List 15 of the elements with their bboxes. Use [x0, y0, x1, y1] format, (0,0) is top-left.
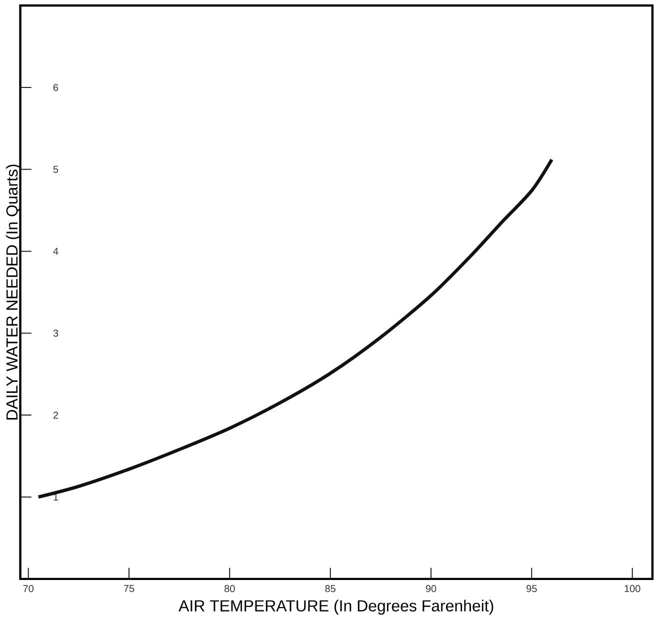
- y-tick-label: 4: [53, 248, 58, 255]
- x-tick-label: 100: [624, 585, 640, 592]
- y-tick-label: 2: [53, 412, 58, 419]
- x-tick-label: 95: [526, 585, 537, 592]
- y-tick-label: 6: [53, 84, 58, 92]
- y-axis-title: DAILY WATER NEEDED (In Quarts): [6, 164, 21, 420]
- line-series: [36, 158, 554, 499]
- y-tick-label: 5: [53, 166, 58, 174]
- x-axis-title: AIR TEMPERATURE (In Degrees Farenheit): [178, 600, 494, 615]
- x-tick-label: 85: [325, 585, 336, 592]
- x-tick-label: 75: [124, 585, 134, 592]
- x-tick-label: 70: [23, 585, 34, 592]
- x-tick-label: 90: [426, 585, 436, 592]
- x-tick-label: 80: [224, 585, 235, 592]
- y-tick-label: 3: [53, 330, 58, 337]
